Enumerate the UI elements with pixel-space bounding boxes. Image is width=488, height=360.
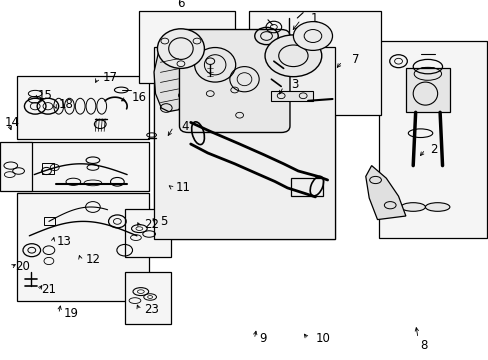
Ellipse shape xyxy=(157,29,204,68)
Text: 21: 21 xyxy=(41,283,57,296)
Bar xyxy=(17,76,149,139)
Text: 3: 3 xyxy=(290,78,298,91)
Bar xyxy=(154,47,334,239)
Bar xyxy=(17,142,149,191)
Text: 20: 20 xyxy=(15,260,29,273)
Text: 10: 10 xyxy=(315,332,329,345)
Bar xyxy=(0,142,32,191)
FancyBboxPatch shape xyxy=(179,30,289,132)
Text: 17: 17 xyxy=(102,71,118,84)
Bar xyxy=(139,11,234,83)
Text: 12: 12 xyxy=(85,253,101,266)
Ellipse shape xyxy=(400,203,425,211)
Text: 23: 23 xyxy=(144,303,159,316)
Text: 19: 19 xyxy=(63,307,79,320)
Bar xyxy=(17,193,149,301)
Text: 16: 16 xyxy=(132,91,147,104)
Text: 5: 5 xyxy=(160,215,167,228)
Text: 2: 2 xyxy=(429,143,437,156)
Text: 6: 6 xyxy=(177,0,184,10)
Text: 7: 7 xyxy=(351,53,359,66)
Text: 4: 4 xyxy=(181,120,188,132)
Text: 14: 14 xyxy=(5,116,20,129)
Bar xyxy=(154,47,334,239)
Bar xyxy=(271,91,312,101)
Text: 22: 22 xyxy=(144,219,159,231)
Ellipse shape xyxy=(264,35,321,77)
Text: 8: 8 xyxy=(420,339,427,352)
Text: 11: 11 xyxy=(176,181,191,194)
Ellipse shape xyxy=(425,203,449,211)
Polygon shape xyxy=(154,50,188,112)
Polygon shape xyxy=(365,166,405,220)
Bar xyxy=(41,163,54,174)
Ellipse shape xyxy=(293,22,332,50)
Bar xyxy=(290,178,322,196)
Text: 13: 13 xyxy=(56,235,71,248)
Text: 15: 15 xyxy=(38,89,53,102)
Text: 18: 18 xyxy=(59,98,73,111)
Bar xyxy=(405,68,449,112)
Bar xyxy=(124,209,171,257)
Bar xyxy=(44,217,55,225)
Text: 9: 9 xyxy=(259,332,266,345)
Text: 1: 1 xyxy=(310,12,317,24)
Bar xyxy=(249,11,381,115)
Bar xyxy=(378,41,486,238)
Bar xyxy=(124,272,171,324)
